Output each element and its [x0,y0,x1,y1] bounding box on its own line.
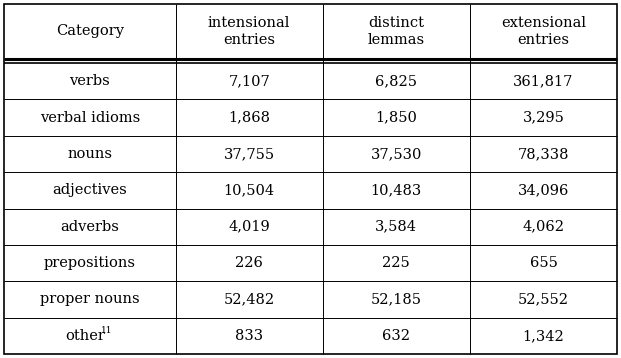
Text: 3,584: 3,584 [375,220,417,234]
Text: 37,755: 37,755 [224,147,274,161]
Text: 4,062: 4,062 [522,220,564,234]
Text: 10,504: 10,504 [224,183,274,197]
Text: 37,530: 37,530 [371,147,422,161]
Text: 78,338: 78,338 [518,147,569,161]
Text: intensional
entries: intensional entries [208,16,291,47]
Text: 52,552: 52,552 [518,292,569,306]
Text: proper nouns: proper nouns [40,292,140,306]
Text: 52,482: 52,482 [224,292,274,306]
Text: 632: 632 [383,329,410,343]
Text: distinct
lemmas: distinct lemmas [368,16,425,47]
Text: adverbs: adverbs [60,220,119,234]
Text: 10,483: 10,483 [371,183,422,197]
Text: extensional
entries: extensional entries [501,16,586,47]
Text: 34,096: 34,096 [518,183,569,197]
Text: 226: 226 [235,256,263,270]
Text: adjectives: adjectives [52,183,127,197]
Text: Category: Category [56,24,124,39]
Text: 6,825: 6,825 [375,74,417,88]
Text: 225: 225 [383,256,410,270]
Text: 655: 655 [530,256,558,270]
Text: nouns: nouns [67,147,112,161]
Text: 4,019: 4,019 [229,220,270,234]
Text: 1,342: 1,342 [522,329,564,343]
Text: 1,868: 1,868 [228,111,270,125]
Text: verbs: verbs [70,74,110,88]
Text: 3,295: 3,295 [522,111,564,125]
Text: other: other [65,329,105,343]
Text: prepositions: prepositions [44,256,136,270]
Text: 1,850: 1,850 [375,111,417,125]
Text: 11: 11 [101,326,112,335]
Text: 52,185: 52,185 [371,292,422,306]
Text: 833: 833 [235,329,263,343]
Text: 361,817: 361,817 [513,74,574,88]
Text: 7,107: 7,107 [229,74,270,88]
Text: verbal idioms: verbal idioms [40,111,140,125]
